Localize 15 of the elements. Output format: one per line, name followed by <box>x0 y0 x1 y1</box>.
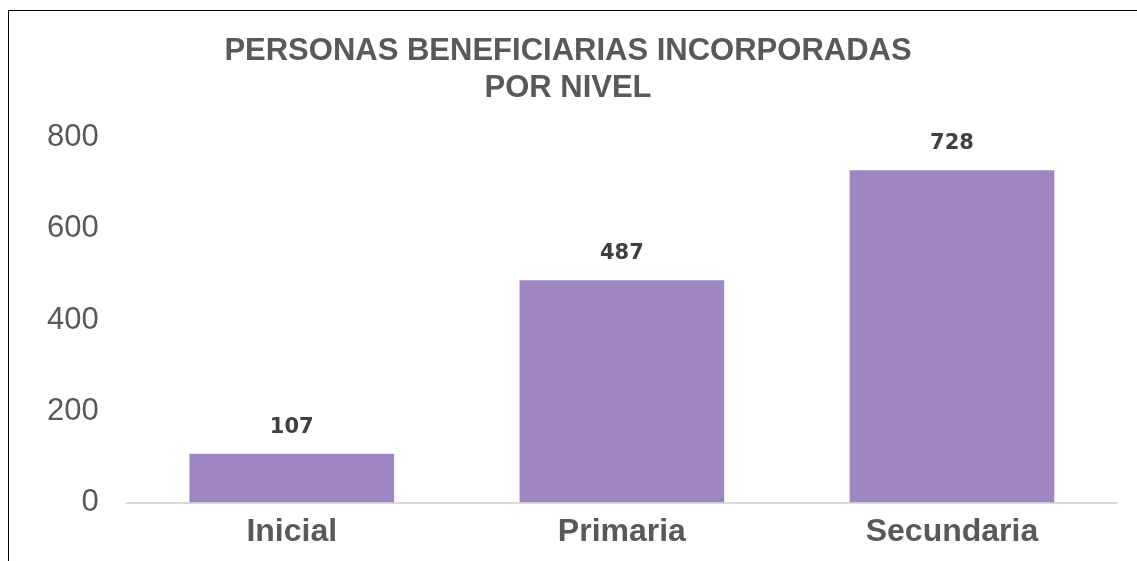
data-label: 728 <box>930 130 974 155</box>
bar <box>189 453 395 503</box>
x-tick-label: Primaria <box>557 511 687 548</box>
data-label: 107 <box>269 413 314 438</box>
y-tick-label: 800 <box>46 117 99 153</box>
y-tick-label: 400 <box>46 300 99 336</box>
y-tick-label: 200 <box>46 391 99 427</box>
bar <box>849 170 1055 503</box>
chart-title: PERSONAS BENEFICIARIAS INCORPORADAS POR NIVEL <box>224 32 912 105</box>
y-tick-label: 600 <box>46 209 99 245</box>
x-tick-label: Secundaria <box>865 511 1039 548</box>
x-tick-label: Inicial <box>246 511 338 548</box>
y-tick-label: 0 <box>81 483 99 519</box>
bar <box>519 280 725 503</box>
data-label: 487 <box>599 240 644 265</box>
